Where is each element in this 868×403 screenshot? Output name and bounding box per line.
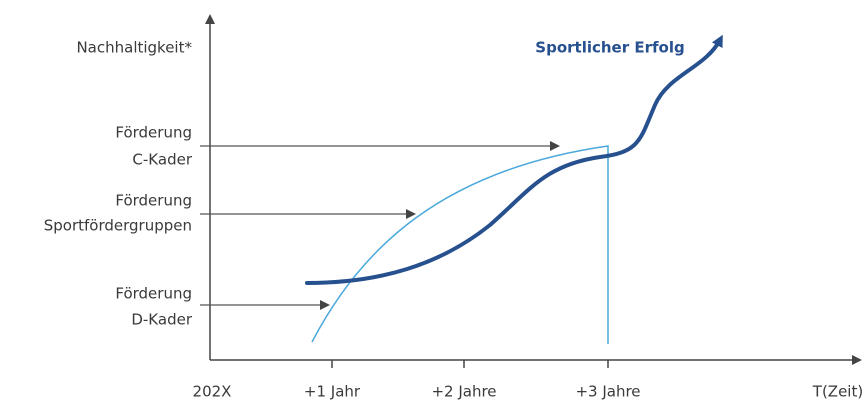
- level-label: Förderung: [115, 192, 192, 210]
- x-tick-label: +2 Jahre: [431, 383, 496, 401]
- curve-label: Sportlicher Erfolg: [535, 39, 684, 57]
- x-tick-label: +3 Jahre: [575, 383, 640, 401]
- x-axis-label: T(Zeit): [812, 383, 863, 401]
- level-label: Sportfördergruppen: [44, 217, 192, 235]
- level-label: D-Kader: [131, 311, 192, 329]
- level-label: Förderung: [115, 285, 192, 303]
- y-axis-label: Nachhaltigkeit*: [76, 39, 192, 57]
- x-origin-label: 202X: [193, 383, 232, 401]
- level-label: Förderung: [115, 124, 192, 142]
- x-tick-label: +1 Jahr: [304, 383, 361, 401]
- level-label: C-Kader: [132, 151, 192, 169]
- funding-curve: [311, 145, 609, 344]
- success-curve: [305, 34, 723, 285]
